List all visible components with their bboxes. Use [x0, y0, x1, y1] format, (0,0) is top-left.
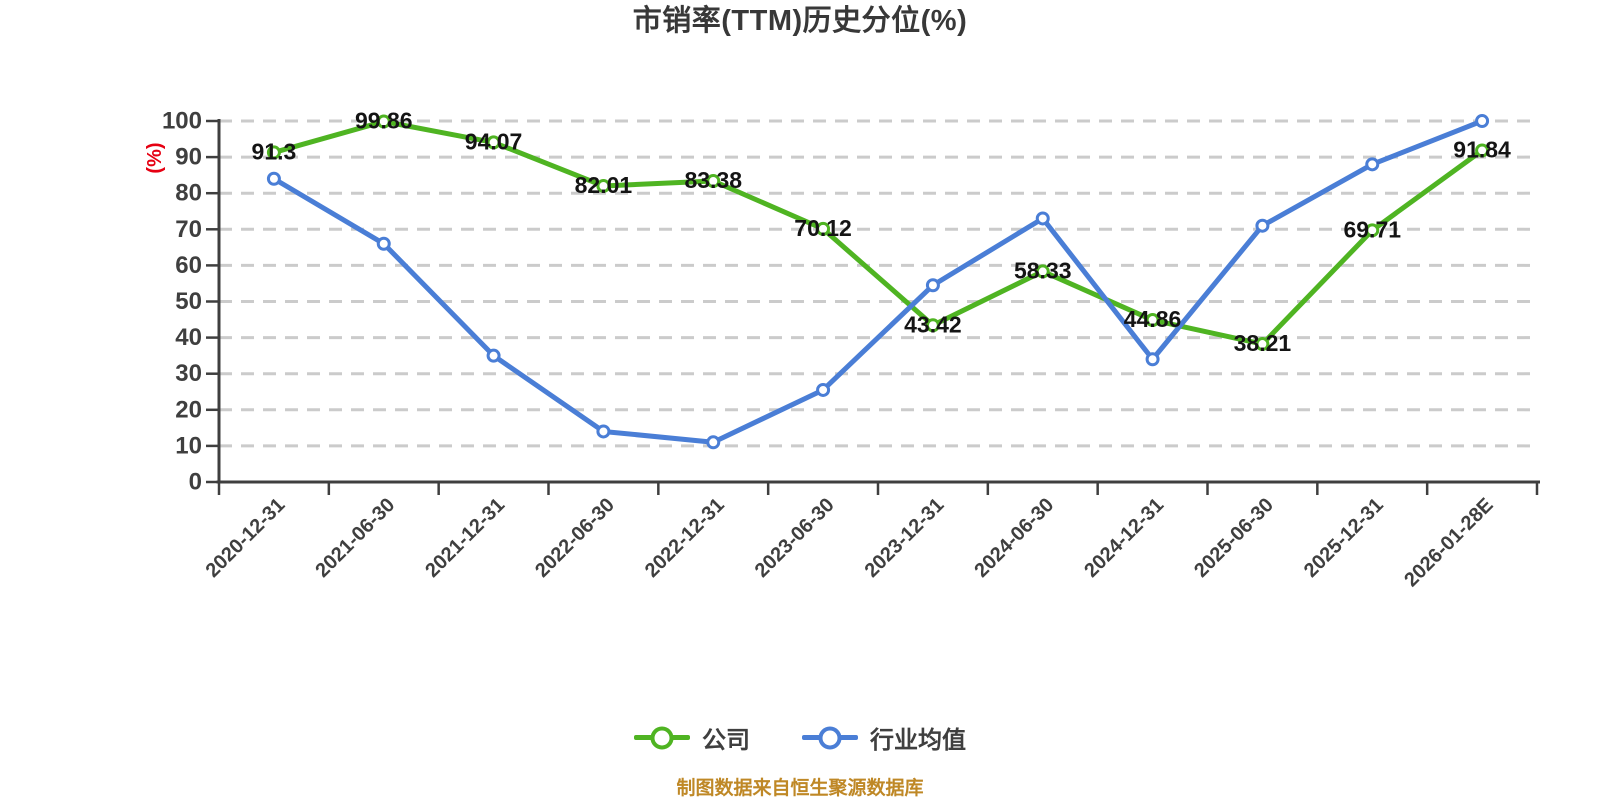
- series-industry-average-line[interactable]: [266, 114, 1490, 450]
- y-tick-label: 100: [162, 108, 202, 135]
- x-tick-label: 2022-06-30: [531, 494, 619, 582]
- y-axis-labels: 0 10 20 30 40 50 60 70 80 90 100: [162, 108, 219, 496]
- y-tick-label: 20: [175, 396, 202, 423]
- data-point[interactable]: [266, 171, 281, 186]
- y-tick-label: 90: [175, 144, 202, 171]
- data-point[interactable]: [1475, 114, 1490, 128]
- data-point[interactable]: [1255, 218, 1270, 233]
- x-tick-label: 2021-06-30: [311, 494, 399, 582]
- data-point[interactable]: [1365, 223, 1380, 238]
- legend-marker-icon: [802, 725, 858, 751]
- x-axis-labels: 2020-12-31 2021-06-30 2021-12-31 2022-06-30…: [202, 494, 1498, 591]
- data-point[interactable]: [1145, 313, 1160, 328]
- data-point[interactable]: [596, 424, 611, 439]
- data-point[interactable]: [1475, 143, 1490, 158]
- data-point[interactable]: [925, 318, 940, 333]
- data-point[interactable]: [1145, 352, 1160, 367]
- data-point[interactable]: [816, 221, 831, 236]
- chart-title: 市销率(TTM)历史分位(%): [632, 5, 968, 37]
- legend-label: 行业均值: [870, 727, 966, 754]
- x-tick-label: 2023-12-31: [861, 494, 949, 582]
- data-point[interactable]: [706, 435, 721, 450]
- value-label: 83.38: [684, 167, 742, 193]
- x-axis-ticks: [217, 482, 1539, 495]
- grid-lines: [219, 119, 1537, 448]
- legend-item-company[interactable]: 公司: [634, 720, 750, 755]
- x-tick-label: 2020-12-31: [202, 494, 290, 582]
- x-tick-label: 2021-12-31: [421, 494, 509, 582]
- x-tick-label: 2022-12-31: [641, 494, 729, 582]
- y-tick-label: 10: [175, 432, 202, 459]
- x-tick-label: 2025-12-31: [1300, 494, 1388, 582]
- data-point[interactable]: [376, 114, 391, 129]
- y-tick-label: 70: [175, 216, 202, 243]
- value-label: 91.3: [252, 138, 297, 164]
- x-tick-label: 2024-06-30: [970, 494, 1058, 582]
- y-tick-label: 60: [175, 252, 202, 279]
- data-point[interactable]: [1035, 211, 1050, 226]
- value-label: 82.01: [575, 172, 633, 198]
- value-label: 99.86: [355, 108, 413, 134]
- data-point[interactable]: [486, 348, 501, 363]
- data-point[interactable]: [1365, 157, 1380, 172]
- x-tick-label: 2025-06-30: [1190, 494, 1278, 582]
- data-point[interactable]: [1255, 337, 1270, 352]
- y-tick-label: 40: [175, 324, 202, 351]
- data-point[interactable]: [266, 145, 281, 160]
- value-labels: 91.3 99.86 94.07 82.01 83.38 70.12 43.42 58.33 4…: [252, 108, 1512, 357]
- legend-label: 公司: [702, 727, 750, 754]
- value-label: 70.12: [794, 215, 852, 241]
- series-company-line[interactable]: [266, 114, 1490, 352]
- value-label: 94.07: [465, 128, 523, 154]
- chart-legend: 公司 行业均值: [0, 720, 1600, 755]
- y-tick-label: 0: [189, 469, 202, 496]
- data-point[interactable]: [376, 236, 391, 251]
- data-point[interactable]: [596, 178, 611, 193]
- y-axis-unit-label: (%): [144, 142, 166, 173]
- value-label: 38.21: [1234, 330, 1292, 356]
- y-tick-label: 80: [175, 180, 202, 207]
- data-point[interactable]: [1035, 264, 1050, 279]
- x-tick-label: 2026-01-28E: [1400, 494, 1497, 591]
- value-label: 43.42: [904, 311, 962, 337]
- y-tick-label: 30: [175, 360, 202, 387]
- value-label: 44.86: [1124, 306, 1182, 332]
- data-point[interactable]: [486, 135, 501, 150]
- legend-marker-icon: [634, 725, 690, 751]
- x-tick-label: 2024-12-31: [1080, 494, 1168, 582]
- value-label: 58.33: [1014, 257, 1072, 283]
- data-point[interactable]: [706, 173, 721, 188]
- value-label: 69.71: [1343, 216, 1401, 242]
- value-label: 91.84: [1453, 136, 1511, 162]
- data-source-note: 制图数据来自恒生聚源数据库: [676, 778, 924, 799]
- x-tick-label: 2023-06-30: [751, 494, 839, 582]
- legend-item-industry-average[interactable]: 行业均值: [802, 720, 966, 755]
- data-point[interactable]: [925, 278, 940, 293]
- data-point[interactable]: [816, 382, 831, 397]
- y-tick-label: 50: [175, 288, 202, 315]
